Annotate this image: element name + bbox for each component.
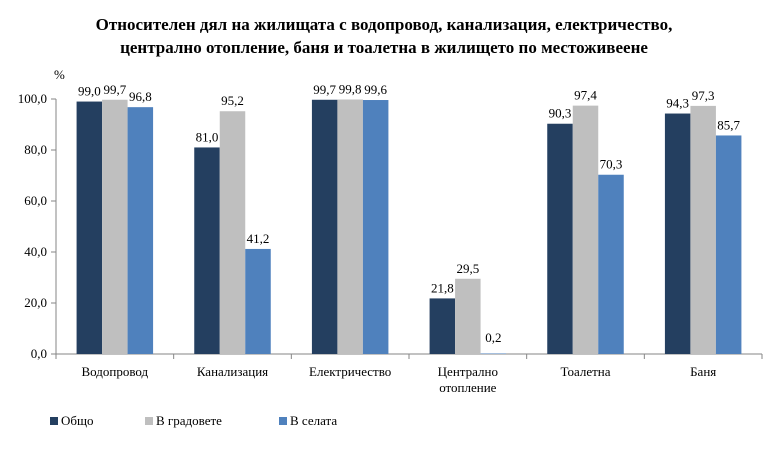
y-tick-label: 80,0 (24, 142, 47, 157)
bar (245, 248, 271, 354)
legend-entry: В селата (290, 413, 337, 428)
bar (480, 353, 507, 354)
bar (429, 298, 456, 354)
legend-swatch (145, 417, 153, 425)
bar-data-label: 90,3 (549, 106, 572, 121)
y-axis: 0,0 20,0 40,0 60,0 80,0 100,0 (18, 91, 57, 361)
bar-data-label: 0,2 (485, 330, 501, 345)
bar (690, 105, 716, 354)
bar (572, 105, 599, 354)
bar (455, 278, 481, 354)
bar (715, 135, 742, 354)
y-axis-label: % (54, 67, 65, 82)
bar-data-label: 99,0 (78, 84, 101, 99)
bar-data-label: 99,6 (364, 82, 387, 97)
bar (337, 99, 363, 354)
bar-labels: 99,0 99,7 96,881,095,241,299,7 99,8 99,621,8… (78, 82, 741, 345)
bar-data-label: 96,8 (129, 89, 152, 104)
x-tick-label: Тоалетна (560, 364, 610, 379)
y-tick-label: 0,0 (31, 346, 47, 361)
bar (194, 147, 220, 354)
bar (127, 107, 154, 354)
x-tick-label: Баня (690, 364, 716, 379)
bar (76, 101, 103, 354)
bar (219, 111, 246, 355)
bar-data-label: 85,7 (717, 117, 740, 132)
y-tick-label: 100,0 (18, 91, 47, 106)
bars (76, 99, 742, 355)
bar (362, 100, 389, 355)
legend-entry: В градовете (156, 413, 222, 428)
bar-data-label: 95,2 (221, 93, 244, 108)
chart-title-line-2: централно отопление, баня и тоалетна в ж… (120, 38, 648, 57)
x-tick-label: отопление (439, 380, 496, 395)
bar-data-label: 99,7 (103, 82, 126, 97)
chart-title-line-1: Относителен дял на жилищата с водопровод… (96, 15, 673, 34)
bar-data-label: 97,3 (692, 88, 715, 103)
legend: Общо В градовете В селата (50, 413, 337, 428)
bar-data-label: 94,3 (666, 96, 689, 111)
x-tick-label: Канализация (197, 364, 268, 379)
bar (311, 99, 338, 354)
bar-data-label: 21,8 (431, 280, 454, 295)
bar-data-label: 70,3 (600, 157, 623, 172)
legend-swatch (279, 417, 287, 425)
x-axis (55, 353, 763, 359)
bar (547, 123, 573, 354)
bar-data-label: 29,5 (456, 261, 479, 276)
bar-data-label: 99,7 (313, 82, 336, 97)
bar-data-label: 81,0 (196, 129, 219, 144)
bar-data-label: 99,8 (339, 82, 362, 97)
bar (102, 99, 128, 354)
x-tick-labels: Водопровод Канализация Електричество Центра… (81, 364, 716, 395)
x-tick-label: Централно (438, 364, 498, 379)
y-tick-label: 20,0 (24, 295, 47, 310)
y-tick-label: 60,0 (24, 193, 47, 208)
legend-entry: Общо (61, 413, 94, 428)
y-tick-label: 40,0 (24, 244, 47, 259)
x-tick-label: Електричество (309, 364, 391, 379)
chart-title: Относителен дял на жилищата с водопровод… (96, 15, 673, 57)
bar-data-label: 97,4 (574, 88, 597, 103)
bar-data-label: 41,2 (247, 231, 270, 246)
bar (598, 174, 624, 354)
x-tick-label: Водопровод (81, 364, 148, 379)
bar (664, 113, 691, 354)
legend-swatch (50, 417, 58, 425)
